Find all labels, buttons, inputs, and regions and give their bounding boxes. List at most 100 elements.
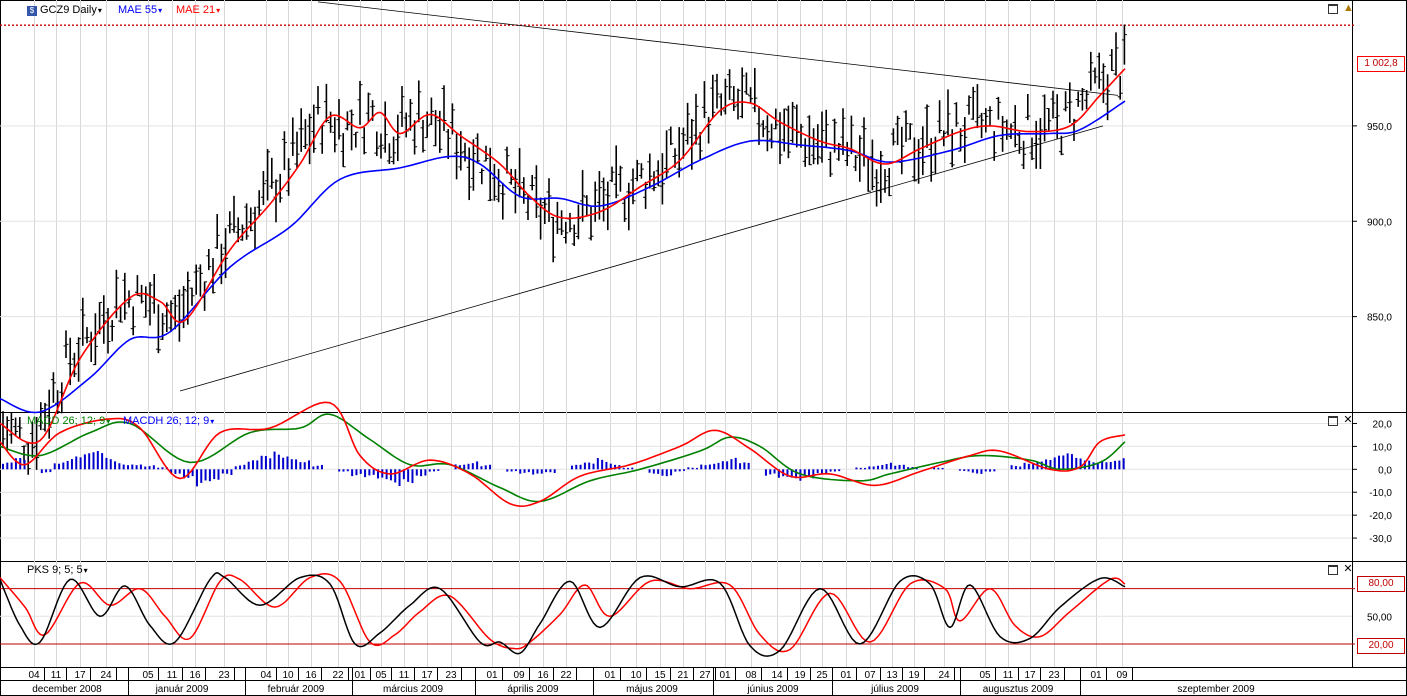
day-tick-label: 14 [771,670,783,681]
ohlc-bar [634,159,640,182]
ohlc-bar [290,117,296,156]
close-stoch-button[interactable]: ✕ [1343,563,1353,575]
dropdown-arrow-icon: ▾ [106,417,111,426]
ohlc-bar [302,119,308,150]
ohlc-bar [328,111,334,133]
pks-menu[interactable]: PKS 9; 5; 5▾ [27,564,88,576]
ohlc-bar [857,135,863,182]
macd-tick-label: -30,0 [1369,534,1392,545]
ohlc-bar [1063,91,1069,112]
ohlc-bar [500,182,506,220]
macd-menu[interactable]: MACD 26; 12; 9▾ [27,415,110,427]
close-macd-button[interactable]: ✕ [1343,415,1353,426]
ohlc-bar [895,115,901,146]
ohlc-bar [924,104,930,148]
ohlc-bar [886,167,892,197]
price-panel[interactable] [0,1,1355,475]
symbol-menu[interactable]: $ GCZ9 Daily▾ [27,4,102,16]
ohlc-bar [739,67,745,119]
stoch-tick-label: 50,00 [1367,612,1392,623]
ohlc-bar [92,313,98,366]
maximize-stoch-button[interactable] [1328,565,1338,575]
close-x-icon: ✕ [1343,563,1353,575]
ohlc-bar [529,175,535,191]
ohlc-bar [361,127,367,155]
mae21-menu[interactable]: MAE 21▾ [176,4,220,16]
cursor-icon[interactable]: ▲ [1343,2,1354,14]
ohlc-bar [844,141,850,166]
ohlc-bar [239,224,245,241]
ohlc-bar [588,206,594,241]
ohlc-bar [983,108,989,133]
ohlc-bar [907,123,913,140]
level-80-tag: 80,00 [1357,576,1405,592]
month-label: január 2009 [155,684,209,695]
ohlc-bar [420,119,426,153]
stochastic-panel[interactable] [0,572,1355,657]
day-tick-label: 11 [167,670,178,681]
day-tick-label: 10 [630,670,642,681]
day-tick-label: 04 [28,670,40,681]
day-tick-label: 22 [332,670,344,681]
maximize-macd-button[interactable] [1328,416,1338,426]
ohlc-bar [680,127,686,159]
ohlc-bar [315,86,321,115]
trendline [179,125,1104,392]
ohlc-bar [256,190,262,217]
macd-panel[interactable] [0,401,1126,508]
ohlc-bar [920,126,926,176]
month-label: augusztus 2009 [983,684,1054,695]
day-tick-label: 01 [719,670,731,681]
ohlc-bar [25,442,31,475]
ohlc-bar [441,85,447,131]
ohlc-bar [974,84,980,129]
ohlc-bar [281,131,287,171]
ohlc-bar [29,421,35,458]
day-tick-label: 24 [938,670,950,681]
ohlc-bar [1109,49,1115,72]
level-20-tag: 20,00 [1357,638,1405,654]
pks-label: PKS 9; 5; 5 [27,564,83,576]
mae55-menu[interactable]: MAE 55▾ [118,4,162,16]
ohlc-bar [987,106,993,126]
ohlc-bar [953,102,959,127]
maximize-price-button[interactable] [1328,4,1338,14]
macdh-menu[interactable]: MACDH 26; 12; 9▾ [123,415,214,427]
ohlc-bar [517,148,523,198]
ohlc-bar [336,99,342,140]
ohlc-bar [298,108,304,152]
day-tick-label: 16 [305,670,317,681]
day-tick-label: 19 [794,670,806,681]
ohlc-bar [647,153,653,189]
ohlc-bar [395,114,401,162]
day-tick-label: 05 [142,670,154,681]
ohlc-bar [491,163,497,201]
mae55-line [0,100,1126,414]
ohlc-bar [1058,135,1064,156]
ohlc-bar [466,147,472,201]
ohlc-bar [1021,140,1027,170]
ohlc-bar [374,131,380,157]
ohlc-bar [756,106,762,145]
ohlc-bar [861,117,867,167]
macd-tick-label: 20,0 [1373,419,1393,430]
level-80-value: 80,00 [1368,578,1394,589]
ohlc-bar [244,203,250,240]
ohlc-bar [185,271,191,325]
ohlc-bar [365,92,371,122]
ohlc-bar [916,139,922,184]
ohlc-bar [50,372,56,403]
ohlc-bar [605,181,611,231]
ohlc-bar [613,145,619,199]
day-tick-label: 07 [864,670,876,681]
ohlc-bar [701,81,707,119]
price-tick-label: 850,0 [1367,313,1392,324]
ohlc-bar [1121,24,1127,65]
ohlc-bar [1054,94,1060,139]
ohlc-bar [294,131,300,169]
ohlc-bar [1067,82,1073,123]
ohlc-bar [428,97,434,125]
ohlc-bar [34,416,40,470]
